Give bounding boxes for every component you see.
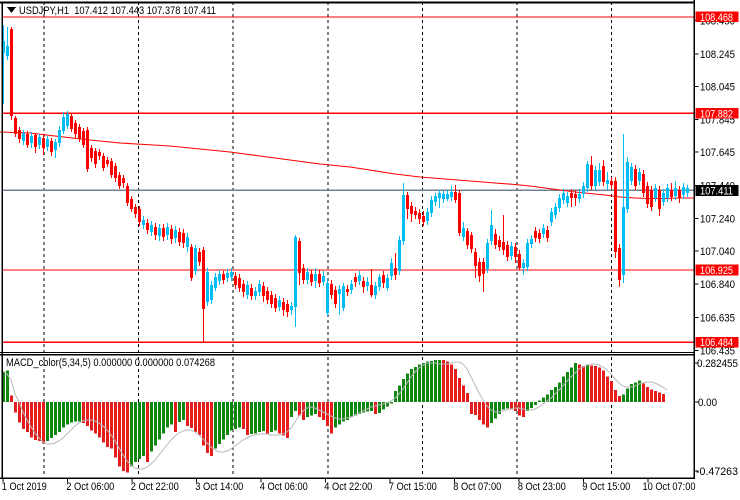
svg-text:107.411: 107.411 <box>700 185 733 197</box>
svg-text:7 Oct 15:00: 7 Oct 15:00 <box>389 481 437 493</box>
svg-text:106.484: 106.484 <box>700 337 733 349</box>
svg-text:108.245: 108.245 <box>700 49 735 61</box>
svg-text:8 Oct 23:00: 8 Oct 23:00 <box>518 481 566 493</box>
svg-text:0.282455: 0.282455 <box>697 358 738 370</box>
svg-text:106.925: 106.925 <box>700 265 733 277</box>
svg-text:108.045: 108.045 <box>700 82 735 94</box>
svg-text:106.435: 106.435 <box>700 345 735 357</box>
svg-text:107.040: 107.040 <box>700 246 735 258</box>
svg-text:107.882: 107.882 <box>700 108 733 120</box>
svg-text:0.00: 0.00 <box>698 397 717 409</box>
svg-text:8 Oct 07:00: 8 Oct 07:00 <box>453 481 501 493</box>
svg-text:USDJPY,H1 107.412 107.443 107: USDJPY,H1 107.412 107.443 107.378 107.41… <box>19 5 216 17</box>
svg-text:10 Oct 07:00: 10 Oct 07:00 <box>643 481 696 493</box>
svg-text:107.645: 107.645 <box>700 147 735 159</box>
svg-text:107.240: 107.240 <box>700 214 735 226</box>
svg-text:3 Oct 14:00: 3 Oct 14:00 <box>195 481 243 493</box>
svg-text:2 Oct 22:00: 2 Oct 22:00 <box>131 481 179 493</box>
svg-text:MACD_color(5,34,5) 0.000000 0.: MACD_color(5,34,5) 0.000000 0.000000 0.0… <box>6 357 215 369</box>
svg-text:106.840: 106.840 <box>700 279 735 291</box>
svg-text:-0.47263: -0.47263 <box>696 466 738 478</box>
svg-text:108.468: 108.468 <box>700 12 733 24</box>
svg-text:4 Oct 22:00: 4 Oct 22:00 <box>324 481 372 493</box>
svg-text:4 Oct 06:00: 4 Oct 06:00 <box>260 481 308 493</box>
svg-text:106.635: 106.635 <box>700 313 735 325</box>
svg-text:1 Oct 2019: 1 Oct 2019 <box>2 481 47 493</box>
svg-text:2 Oct 06:00: 2 Oct 06:00 <box>66 481 114 493</box>
svg-text:9 Oct 15:00: 9 Oct 15:00 <box>582 481 630 493</box>
